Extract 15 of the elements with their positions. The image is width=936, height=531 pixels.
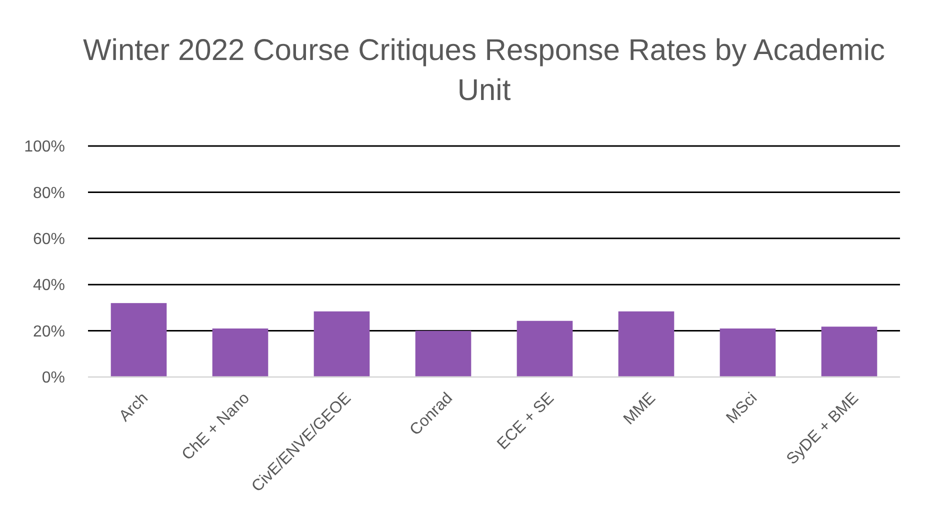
y-tick-label: 100%: [24, 138, 65, 156]
y-tick-label: 60%: [32, 231, 65, 248]
y-tick-label: 80%: [32, 184, 65, 202]
bar: [618, 311, 674, 377]
bar: [821, 326, 878, 377]
bar: [110, 303, 167, 377]
bar: [720, 328, 776, 377]
bar: [516, 320, 573, 377]
y-tick-label: 20%: [32, 323, 65, 340]
bar: [415, 330, 472, 377]
y-tick-label: 40%: [32, 277, 65, 294]
bar: [212, 328, 268, 377]
y-tick-label: 0%: [42, 370, 65, 387]
chart-title: Winter 2022 Course Critiques Response Rates by Academic Unit: [82, 34, 886, 107]
bar: [314, 311, 370, 377]
